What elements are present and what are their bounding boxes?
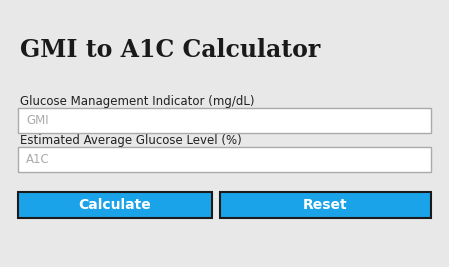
Bar xyxy=(18,108,431,133)
Bar xyxy=(18,147,431,172)
Bar xyxy=(220,192,431,218)
Text: GMI: GMI xyxy=(26,114,48,127)
Text: Reset: Reset xyxy=(303,198,348,212)
FancyBboxPatch shape xyxy=(8,8,441,259)
Text: A1C: A1C xyxy=(26,153,50,166)
Text: GMI to A1C Calculator: GMI to A1C Calculator xyxy=(20,38,320,62)
Text: Glucose Management Indicator (mg/dL): Glucose Management Indicator (mg/dL) xyxy=(20,95,255,108)
Text: Calculate: Calculate xyxy=(79,198,151,212)
Text: Estimated Average Glucose Level (%): Estimated Average Glucose Level (%) xyxy=(20,134,242,147)
Bar xyxy=(18,192,212,218)
